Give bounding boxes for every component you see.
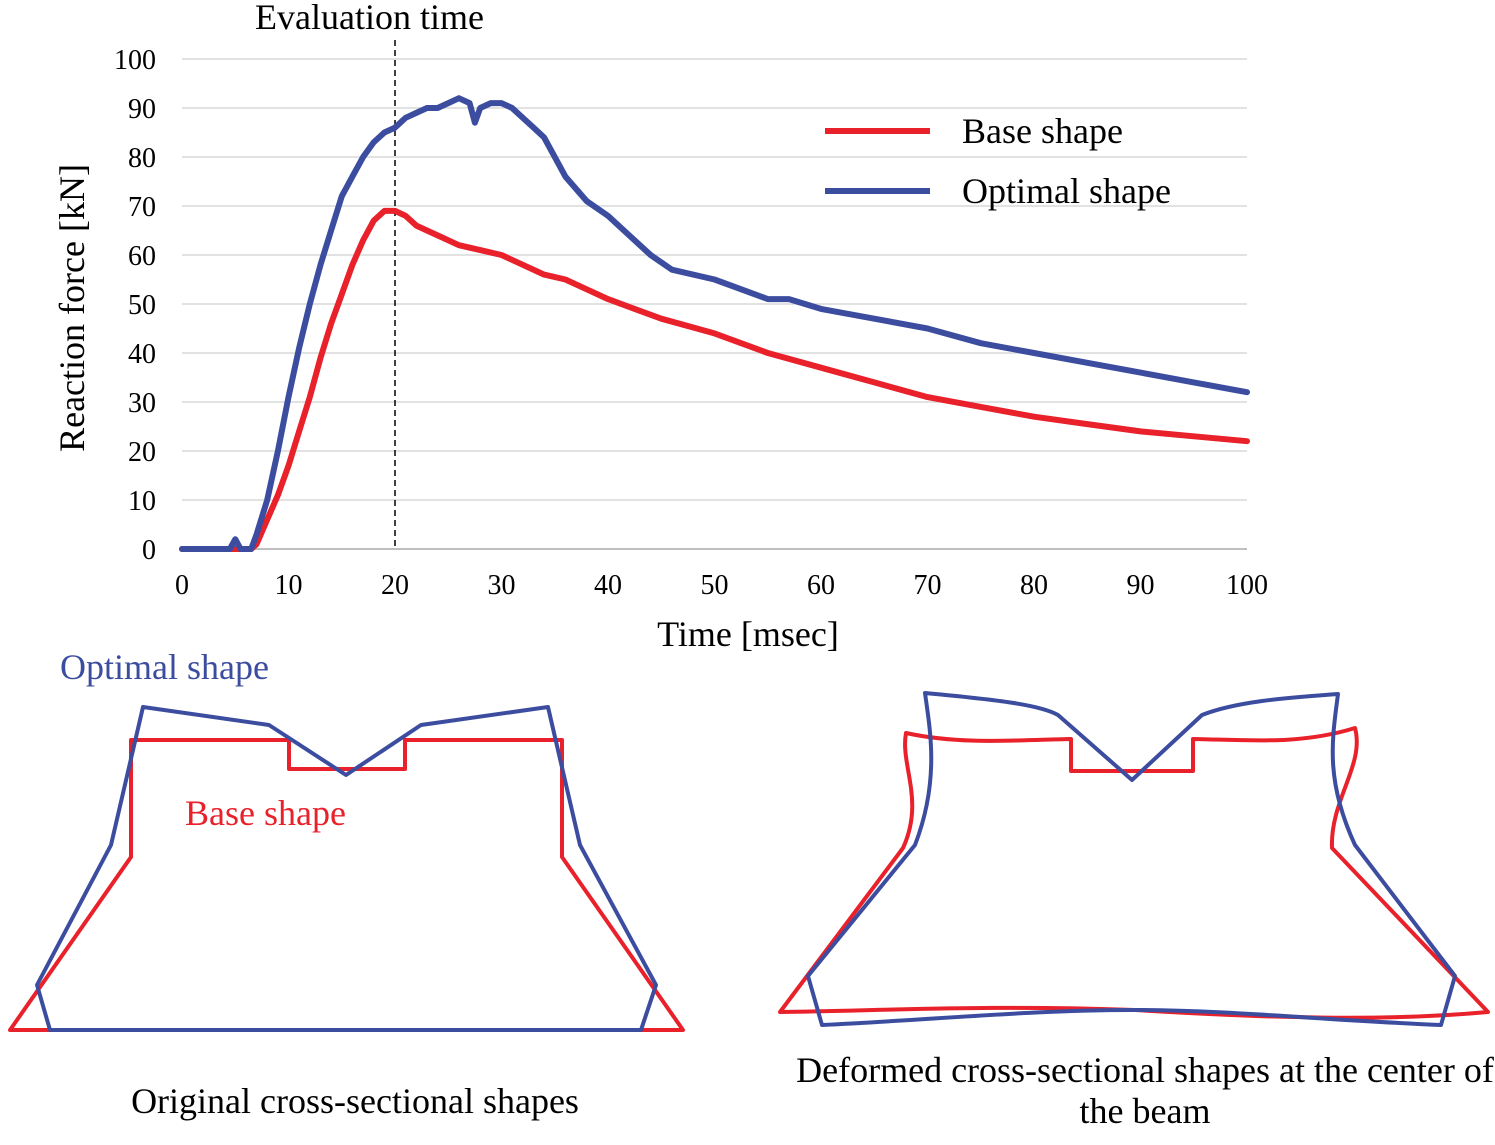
x-tick-label: 60 xyxy=(807,570,835,601)
y-tick-label: 70 xyxy=(128,192,156,223)
x-axis-ticks: 0 10 20 30 40 50 60 70 80 90 100 xyxy=(175,570,1268,601)
base-shape-original-outline xyxy=(8,738,685,1032)
caption-deformed-shapes: Deformed cross-sectional shapes at the c… xyxy=(790,1050,1495,1133)
legend-label-optimal: Optimal shape xyxy=(962,171,1171,211)
x-tick-label: 70 xyxy=(914,570,942,601)
y-tick-label: 50 xyxy=(128,290,156,321)
evaluation-time-label: Evaluation time xyxy=(255,0,484,37)
original-cross-section-diagram xyxy=(8,705,685,1032)
legend: Base shape Optimal shape xyxy=(825,111,1171,211)
x-tick-label: 20 xyxy=(381,570,409,601)
base-shape-diagram-label: Base shape xyxy=(185,793,346,833)
base-shape-deformed-outline xyxy=(778,726,1490,1020)
series-line-optimal-shape xyxy=(179,95,1250,552)
deformed-cross-section-diagram xyxy=(778,691,1490,1027)
caption-deformed-text: Deformed cross-sectional shapes at the c… xyxy=(796,1050,1494,1132)
x-axis-label: Time [msec] xyxy=(657,614,839,654)
x-tick-label: 0 xyxy=(175,570,189,601)
y-tick-label: 10 xyxy=(128,486,156,517)
y-tick-label: 80 xyxy=(128,143,156,174)
series-line-base-shape xyxy=(179,207,1250,552)
caption-original-shapes: Original cross-sectional shapes xyxy=(131,1081,579,1121)
series-lines xyxy=(179,95,1250,552)
optimal-shape-deformed-outline xyxy=(806,691,1457,1027)
y-tick-label: 90 xyxy=(128,94,156,125)
x-tick-label: 40 xyxy=(594,570,622,601)
x-tick-label: 50 xyxy=(701,570,729,601)
y-tick-label: 0 xyxy=(142,535,156,566)
y-axis-ticks: 0 10 20 30 40 50 60 70 80 90 100 xyxy=(114,45,156,566)
y-tick-label: 100 xyxy=(114,45,156,76)
x-tick-label: 100 xyxy=(1226,570,1268,601)
y-tick-label: 60 xyxy=(128,241,156,272)
x-tick-label: 90 xyxy=(1127,570,1155,601)
optimal-shape-diagram-label: Optimal shape xyxy=(60,647,269,687)
y-tick-label: 30 xyxy=(128,388,156,419)
legend-label-base: Base shape xyxy=(962,111,1123,151)
y-tick-label: 20 xyxy=(128,437,156,468)
y-axis-label: Reaction force [kN] xyxy=(52,164,92,452)
x-tick-label: 10 xyxy=(275,570,303,601)
x-tick-label: 80 xyxy=(1020,570,1048,601)
x-tick-label: 30 xyxy=(488,570,516,601)
reaction-force-chart: 0 10 20 30 40 50 60 70 80 90 100 0 10 20 30 40 50 60 70 80… xyxy=(52,40,1268,654)
y-tick-label: 40 xyxy=(128,339,156,370)
optimal-shape-original-outline xyxy=(35,705,658,1032)
